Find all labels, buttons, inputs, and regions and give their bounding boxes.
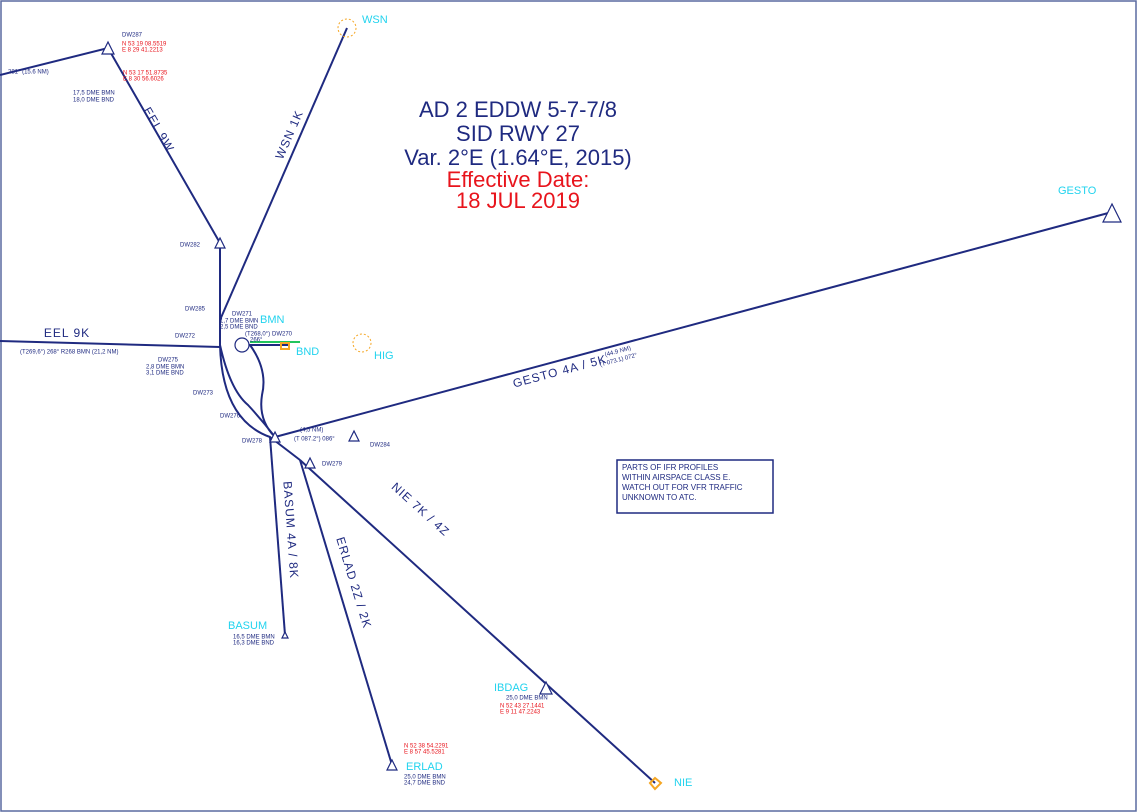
fix: DW276 [220,414,241,420]
dme: 16,5 DME BMN [233,635,275,641]
wsn-symbol [337,18,357,38]
coordinate: N 52 43 27.1441 [500,704,545,710]
erlad-symbol [386,758,398,771]
fix: DW284 [370,443,391,449]
fix: DW270 [272,332,293,338]
bmn-symbol [234,337,250,353]
coordinate: N 52 38 54.2291 [404,744,449,750]
route-label: EEL 9K [44,326,90,340]
waypoint: GESTO [1058,185,1097,197]
note: WITHIN AIRSPACE CLASS E. [622,473,730,482]
waypoint: ERLAD [406,761,443,773]
route-erlad [299,459,393,766]
gesto-symbol [1102,202,1122,223]
note: UNKNOWN TO ATC. [622,493,697,502]
fix: DW285 [185,307,206,313]
dme: 3,1 DME BND [146,371,184,377]
note: WATCH OUT FOR VFR TRAFFIC [622,483,743,492]
track: (T 087.2°) 086° [294,437,335,443]
coordinate: E 8 57 45.5281 [404,750,445,756]
dw282 [214,236,226,249]
dme: 17,5 DME BMN [73,91,115,97]
note: PARTS OF IFR PROFILES [622,463,718,472]
dme: 2,8 DME BMN [146,365,184,371]
route-label: BASUM 4A / 8K [280,481,301,579]
dme: 18,0 DME BND [73,98,115,104]
route-nie [299,459,656,784]
note-frame [616,459,774,514]
waypoint: BMN [260,314,285,326]
routes [0,27,1113,784]
title: AD 2 EDDW 5-7-7/8 [419,97,617,122]
route-eel9w [0,46,221,345]
coordinate: E 8 29 41.2213 [122,48,163,54]
fix: DW287 [122,33,143,39]
dme: 25,0 DME BMN [506,696,548,702]
coordinate: E 9 11 47.2243 [500,710,541,716]
dme: 24,7 DME BND [404,781,446,787]
track: 266° [250,338,263,344]
fix: DW278 [242,439,263,445]
dme: 16,3 DME BND [233,641,275,647]
fix: DW282 [180,243,201,249]
dw287 [101,40,115,55]
dme: 1,7 DME BMN [220,319,258,325]
effective-date: 18 JUL 2019 [456,188,580,213]
dme: 2,5 DME BND [220,325,258,331]
waypoint: NIE [674,777,692,789]
bnd-symbol [280,342,290,350]
title: Var. 2°E (1.64°E, 2015) [404,145,632,170]
ibdag-symbol [539,680,553,695]
dw279 [304,456,316,469]
route-basum [269,436,286,636]
coordinate: N 53 19 08.5519 [122,42,167,48]
waypoint: WSN [362,14,388,26]
fix: DW271 [232,312,253,318]
track: 281° (15.6 NM) [8,70,49,76]
symbols [101,18,1122,791]
fix: DW273 [193,391,214,397]
route-eel9k [0,340,221,348]
coordinate: N 53 17 51.8735 [123,71,168,77]
coordinate: E 8 30 56.6026 [123,77,164,83]
fix: DW272 [175,334,196,340]
track: (4,5 NM) [300,428,323,434]
waypoint: HIG [374,350,394,362]
dw284 [348,429,360,442]
effective-date: Effective Date: [447,167,590,192]
waypoint: BND [296,346,319,358]
hig-symbol [352,333,372,353]
nie-symbol [648,776,663,791]
route-gesto [274,211,1113,438]
dw278 [269,430,281,443]
title: SID RWY 27 [456,121,580,146]
track: (T269,6°) 268° R268 BMN (21,2 NM) [20,350,119,356]
route-wsn1k [219,27,348,321]
note-box: PARTS OF IFR PROFILES WITHIN AIRSPACE CL… [616,459,774,514]
waypoint: BASUM [228,620,267,632]
basum-end [281,630,289,639]
dme: 25,0 DME BMN [404,775,446,781]
track: (T268,0°) [245,332,270,338]
waypoint: IBDAG [494,682,528,694]
fix: DW279 [322,462,343,468]
fix: DW275 [158,358,179,364]
departure-turns [219,344,301,461]
